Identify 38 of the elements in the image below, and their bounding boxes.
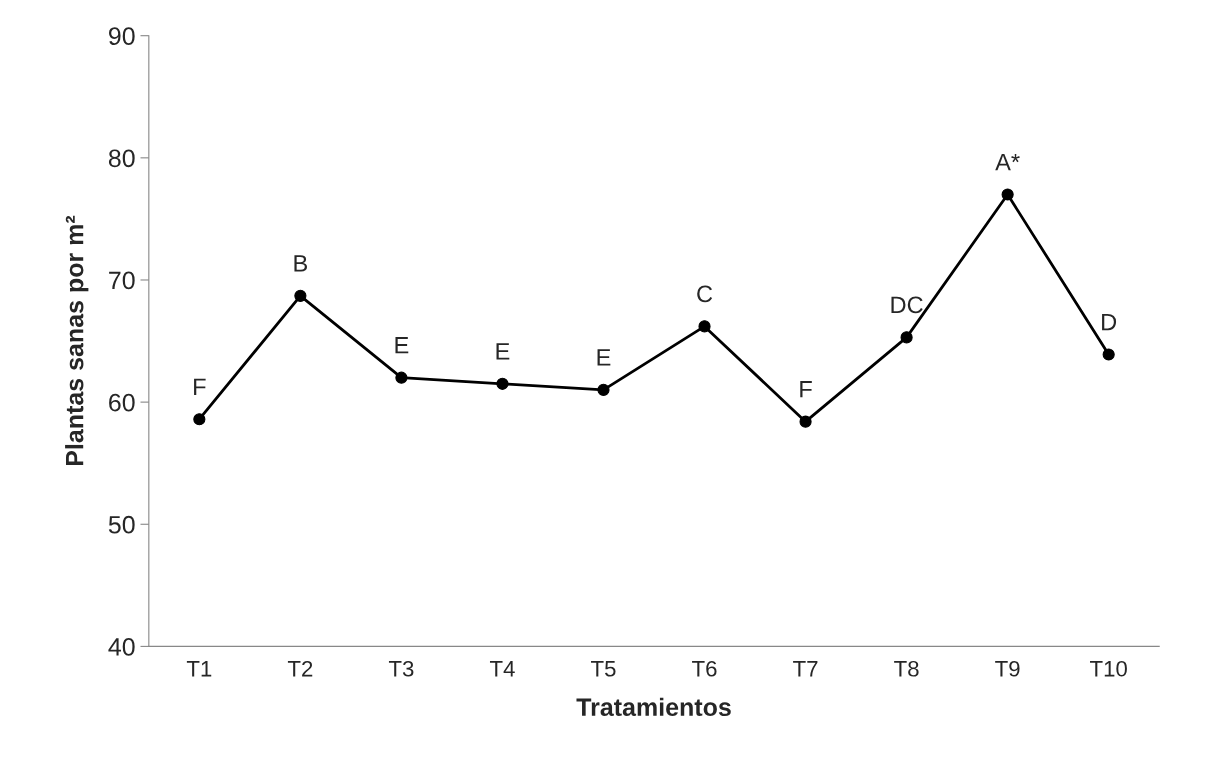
point [597, 383, 610, 396]
x-tick-label: T7 [793, 661, 818, 677]
point [294, 289, 307, 302]
point [395, 371, 408, 384]
x-tick-label: T1 [186, 661, 212, 677]
x-tick-label: T9 [995, 660, 1020, 677]
x-tick-label: T3 [388, 660, 414, 677]
y-tick-label: 50 [108, 515, 135, 534]
x-tick-label: T8 [894, 660, 919, 677]
y-tick-label: 80 [108, 149, 135, 168]
annotation: C [697, 285, 713, 303]
annotation: A* [995, 153, 1020, 171]
point [193, 413, 206, 426]
x-tick-label: T4 [489, 661, 515, 677]
annotation: E [597, 349, 611, 366]
annotation: DC [891, 296, 923, 314]
x-tick-label: T2 [287, 660, 313, 677]
x-tick-label: T6 [692, 660, 717, 677]
annotation: B [294, 255, 308, 272]
point [496, 377, 509, 390]
annotation: D [1102, 313, 1117, 331]
annotation: E [395, 337, 409, 354]
y-tick-label: 60 [109, 393, 135, 412]
annotation: F [194, 378, 206, 395]
y-axis-title: Plantas sanas por m² [65, 215, 89, 466]
point [799, 415, 812, 428]
x-tick-label: T10 [1090, 660, 1127, 677]
point [698, 320, 711, 333]
y-tick-label: 90 [109, 27, 135, 45]
annotation: F [800, 381, 812, 398]
point [1001, 188, 1014, 201]
x-axis-title: Tratamientos [576, 697, 731, 717]
y-tick-label: 70 [109, 271, 135, 290]
x-tick-label: T5 [591, 661, 616, 677]
point [1102, 348, 1115, 361]
y-tick-label: 40 [108, 638, 135, 656]
annotation: E [496, 343, 510, 360]
point [900, 331, 913, 344]
